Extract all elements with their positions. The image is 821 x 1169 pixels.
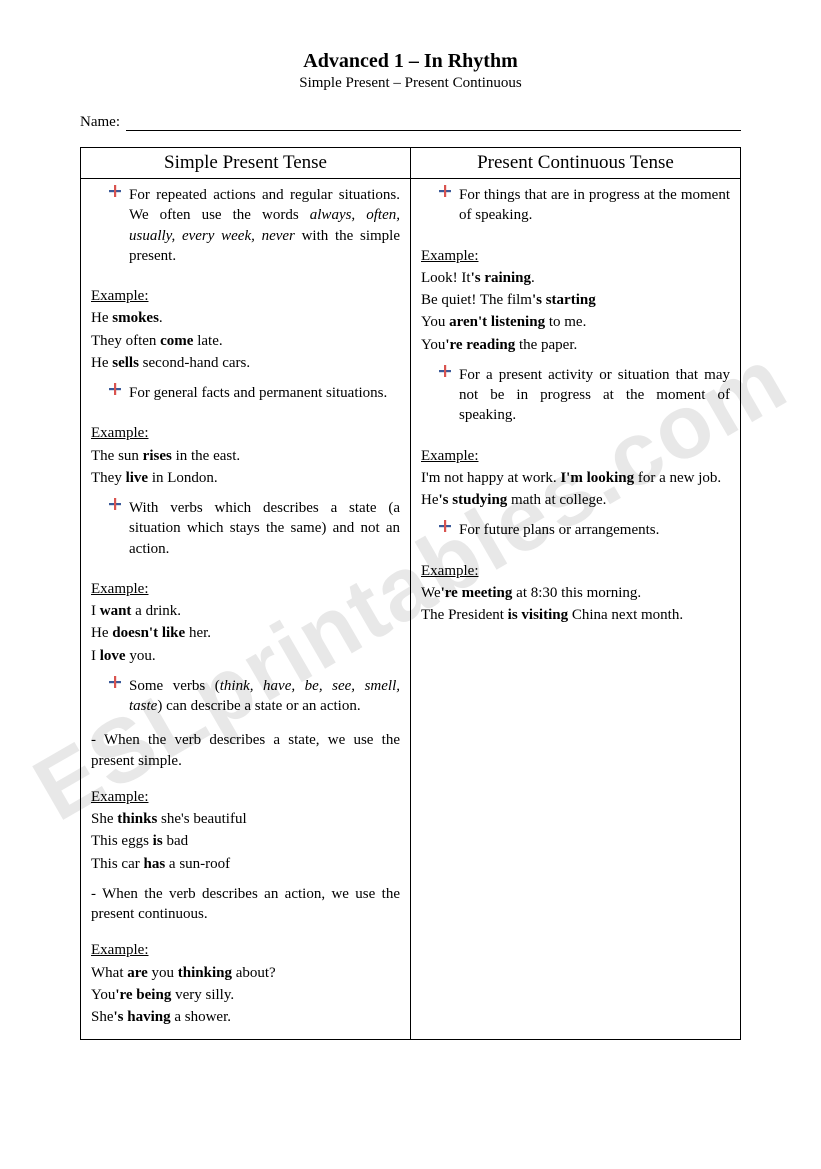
name-input-line[interactable]	[126, 117, 741, 131]
doc-title: Advanced 1 – In Rhythm	[80, 50, 741, 73]
text-line: He's studying math at college.	[421, 490, 730, 510]
text-line: I want a drink.	[91, 601, 400, 621]
bullet-icon	[439, 365, 455, 426]
example-label: Example:	[91, 787, 400, 807]
text-line: They often come late.	[91, 331, 400, 351]
spacer	[91, 409, 400, 417]
example-label: Example:	[91, 286, 400, 306]
spacer	[91, 490, 400, 498]
bullet-icon	[439, 185, 455, 226]
page-container: Advanced 1 – In Rhythm Simple Present – …	[0, 0, 821, 1080]
text-line: I'm not happy at work. I'm looking for a…	[421, 468, 730, 488]
spacer	[421, 232, 730, 240]
text-line: I love you.	[91, 646, 400, 666]
text-line: The President is visiting China next mon…	[421, 605, 730, 625]
example-label: Example:	[91, 423, 400, 443]
example-label: Example:	[421, 246, 730, 266]
bullet-icon	[109, 676, 125, 717]
name-field-row: Name:	[80, 114, 741, 131]
grammar-table: Simple Present Tense Present Continuous …	[80, 147, 741, 1040]
text-line: - When the verb describes an action, we …	[91, 884, 400, 925]
text-line: You aren't listening to me.	[421, 312, 730, 332]
text-line: This eggs is bad	[91, 831, 400, 851]
text-line: She thinks she's beautiful	[91, 809, 400, 829]
spacer	[91, 565, 400, 573]
bullet-item: With verbs which describes a state (a si…	[109, 498, 400, 559]
text-line: We're meeting at 8:30 this morning.	[421, 583, 730, 603]
bullet-text: For repeated actions and regular situati…	[129, 185, 400, 266]
col-body-left: For repeated actions and regular situati…	[81, 179, 411, 1040]
spacer	[421, 357, 730, 365]
text-line: This car has a sun-roof	[91, 854, 400, 874]
text-line: You're reading the paper.	[421, 335, 730, 355]
spacer	[91, 668, 400, 676]
bullet-item: For repeated actions and regular situati…	[109, 185, 400, 266]
spacer	[421, 547, 730, 555]
doc-subtitle: Simple Present – Present Continuous	[80, 75, 741, 92]
spacer	[91, 773, 400, 781]
col-heading-left: Simple Present Tense	[81, 148, 411, 179]
bullet-text: For general facts and permanent situatio…	[129, 383, 400, 403]
text-line: He doesn't like her.	[91, 623, 400, 643]
bullet-icon	[109, 383, 125, 403]
bullet-icon	[439, 520, 455, 540]
bullet-icon	[109, 498, 125, 559]
spacer	[91, 926, 400, 934]
bullet-icon	[109, 185, 125, 266]
text-line: They live in London.	[91, 468, 400, 488]
text-line: Be quiet! The film's starting	[421, 290, 730, 310]
example-label: Example:	[421, 446, 730, 466]
spacer	[91, 722, 400, 730]
spacer	[91, 876, 400, 884]
bullet-text: Some verbs (think, have, be, see, smell,…	[129, 676, 400, 717]
bullet-text: With verbs which describes a state (a si…	[129, 498, 400, 559]
col-body-right: For things that are in progress at the m…	[411, 179, 741, 1040]
spacer	[91, 375, 400, 383]
spacer	[91, 272, 400, 280]
text-line: He smokes.	[91, 308, 400, 328]
bullet-text: For future plans or arrangements.	[459, 520, 730, 540]
text-line: The sun rises in the east.	[91, 446, 400, 466]
bullet-item: For general facts and permanent situatio…	[109, 383, 400, 403]
bullet-text: For a present activity or situation that…	[459, 365, 730, 426]
text-line: He sells second-hand cars.	[91, 353, 400, 373]
name-label: Name:	[80, 114, 120, 131]
example-label: Example:	[91, 579, 400, 599]
spacer	[421, 512, 730, 520]
bullet-item: For future plans or arrangements.	[439, 520, 730, 540]
bullet-text: For things that are in progress at the m…	[459, 185, 730, 226]
text-line: You're being very silly.	[91, 985, 400, 1005]
bullet-item: Some verbs (think, have, be, see, smell,…	[109, 676, 400, 717]
text-line: Look! It's raining.	[421, 268, 730, 288]
example-label: Example:	[91, 940, 400, 960]
col-heading-right: Present Continuous Tense	[411, 148, 741, 179]
bullet-item: For a present activity or situation that…	[439, 365, 730, 426]
spacer	[421, 432, 730, 440]
example-label: Example:	[421, 561, 730, 581]
text-line: What are you thinking about?	[91, 963, 400, 983]
text-line: - When the verb describes a state, we us…	[91, 730, 400, 771]
bullet-item: For things that are in progress at the m…	[439, 185, 730, 226]
text-line: She's having a shower.	[91, 1007, 400, 1027]
